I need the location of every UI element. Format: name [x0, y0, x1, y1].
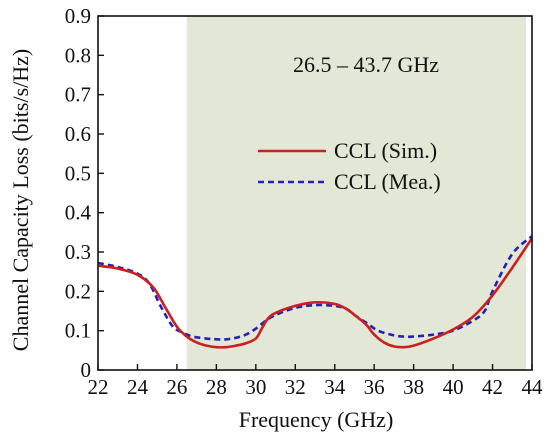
legend-label-mea: CCL (Mea.): [334, 169, 441, 194]
y-tick-label: 0: [81, 358, 92, 382]
legend-label-sim: CCL (Sim.): [334, 138, 437, 163]
x-tick-label: 28: [206, 375, 227, 399]
band-annotation: 26.5 – 43.7 GHz: [293, 52, 439, 77]
x-tick-label: 32: [285, 375, 306, 399]
series-line-mea: [97, 235, 533, 341]
x-tick-label: 26: [166, 375, 187, 399]
y-tick-label: 0.6: [65, 122, 91, 146]
x-tick-label: 24: [127, 375, 149, 399]
series-line-sim: [97, 237, 534, 349]
y-axis-title: Channel Capacity Loss (bits/s/Hz): [8, 49, 33, 351]
x-tick-label: 30: [245, 375, 266, 399]
x-tick-label: 36: [364, 375, 385, 399]
shaded-band: [186, 16, 527, 370]
y-tick-label: 0.7: [65, 83, 91, 107]
series-layer: [97, 235, 534, 349]
y-tick-label: 0.9: [65, 4, 91, 28]
y-tick-label: 0.3: [65, 240, 91, 264]
x-tick-label: 38: [403, 375, 424, 399]
x-axis-title: Frequency (GHz): [239, 407, 394, 432]
y-tick-label: 0.5: [65, 161, 91, 185]
y-tick-label: 0.2: [65, 279, 91, 303]
ticks-layer: 22 24 26 28 30 32 34 36 38 40 42 44 0 0.1 0.2 0.3 0.4 0.5…: [65, 4, 543, 399]
x-tick-label: 44: [522, 375, 544, 399]
y-tick-label: 0.1: [65, 319, 91, 343]
x-tick-label: 40: [443, 375, 464, 399]
plot-frame: [97, 15, 533, 371]
x-tick-label: 34: [324, 375, 346, 399]
x-tick-label: 22: [88, 375, 109, 399]
y-tick-label: 0.8: [65, 43, 91, 67]
y-tick-label: 0.4: [65, 201, 92, 225]
x-tick-label: 42: [482, 375, 503, 399]
